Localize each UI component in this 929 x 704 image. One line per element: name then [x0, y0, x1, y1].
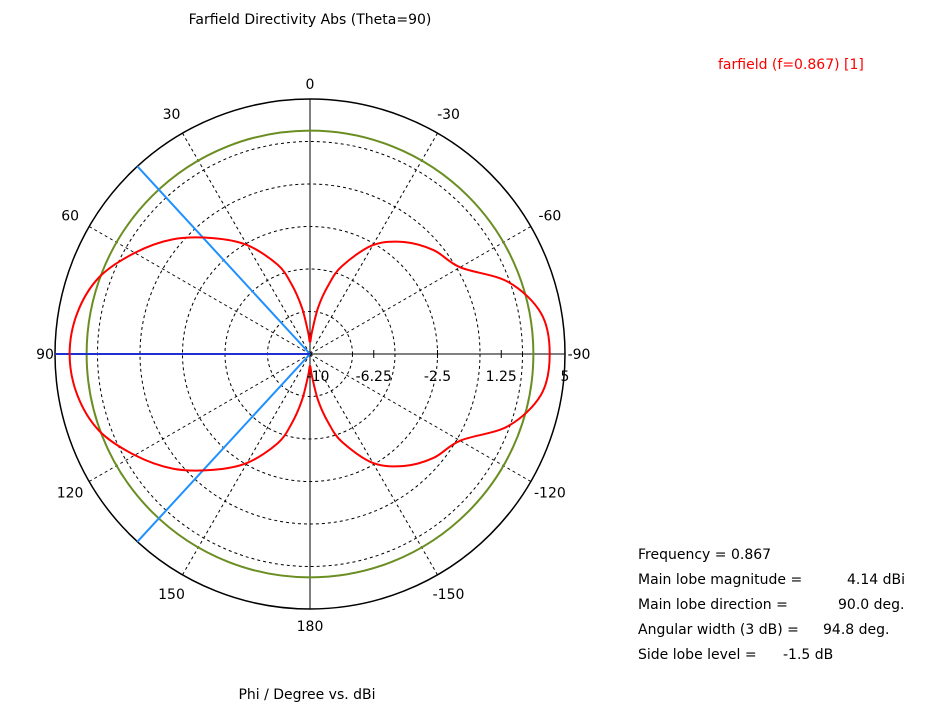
angle-tick-label: -60: [538, 209, 561, 225]
grid-spoke: [88, 353, 311, 482]
pattern-line: [68, 236, 551, 472]
side-lobe-level-value: -1.5 dB: [783, 647, 834, 663]
x-axis-label: Phi / Degree vs. dBi: [238, 687, 375, 703]
side-lobe-level-label: Side lobe level =: [638, 647, 757, 663]
plot-marks: [55, 129, 551, 579]
angle-tick-label: 0: [306, 77, 315, 93]
angle-tick-label: 30: [163, 107, 181, 123]
angle-tick-label: 60: [61, 209, 79, 225]
angular-width-value: 94.8 deg.: [823, 622, 890, 638]
radial-tick-label: -6.25: [356, 369, 392, 385]
angle-tick-label: -120: [534, 486, 566, 502]
main-lobe-magnitude-value: 4.14 dBi: [847, 572, 906, 588]
angle-tick-label: -30: [437, 107, 460, 123]
frequency-label: Frequency = 0.867: [638, 547, 772, 563]
chart-title: Farfield Directivity Abs (Theta=90): [189, 12, 432, 28]
angle-tick-label: 120: [57, 486, 84, 502]
main-lobe-direction-label: Main lobe direction =: [638, 597, 788, 613]
angle-tick-label: -150: [433, 587, 465, 603]
radial-tick-label: -10: [307, 369, 330, 385]
beamwidth-line: [136, 165, 311, 355]
angular-width-label: Angular width (3 dB) =: [638, 622, 799, 638]
grid-spoke: [182, 132, 311, 355]
tick-labels: 0 30 60 90 120 150 180 -150 -120 -90 -60 -30 -10 -6.2…: [36, 77, 590, 635]
radial-tick-label: -2.5: [424, 369, 451, 385]
angle-tick-label: -90: [568, 347, 591, 363]
main-lobe-magnitude-label: Main lobe magnitude =: [638, 572, 803, 588]
radial-tick-label: 1.25: [486, 369, 517, 385]
angle-tick-label: 90: [36, 347, 54, 363]
legend-entry: farfield (f=0.867) [1]: [718, 57, 864, 73]
angle-tick-label: 180: [297, 619, 324, 635]
main-lobe-direction-value: 90.0 deg.: [838, 597, 905, 613]
grid-spoke: [88, 226, 311, 355]
angle-tick-label: 150: [158, 587, 185, 603]
radial-tick-label: 5: [561, 369, 570, 385]
beamwidth-line: [136, 353, 311, 543]
